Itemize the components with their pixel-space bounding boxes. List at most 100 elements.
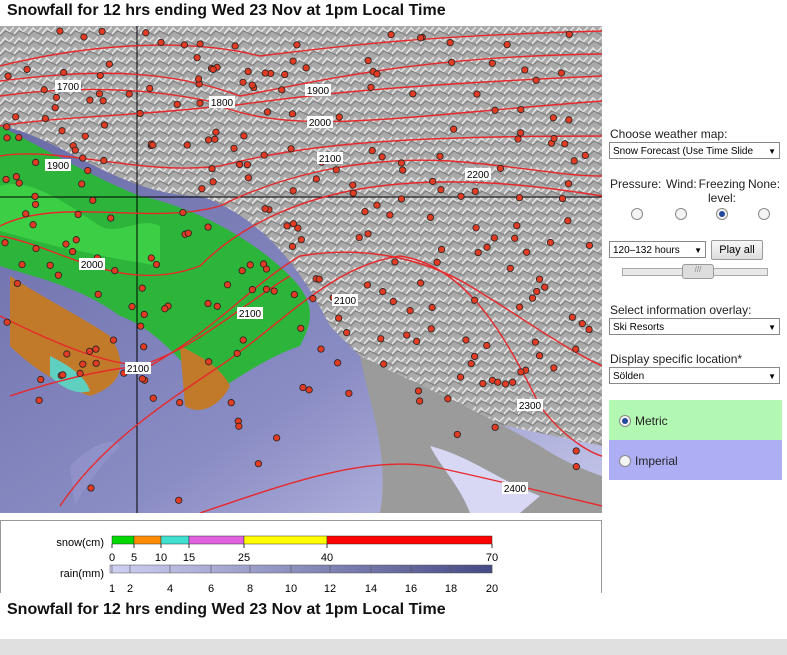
resort-dot	[72, 236, 80, 244]
resort-dot	[437, 245, 446, 254]
weather-map-select[interactable]: Snow Forecast (Use Time Slide	[609, 142, 780, 159]
resort-dot	[281, 70, 289, 79]
resort-dot	[146, 84, 154, 92]
resort-dot	[288, 110, 297, 118]
resort-dot	[211, 135, 219, 143]
rain-tick-label: 12	[324, 583, 336, 593]
slider-thumb[interactable]: ///	[682, 264, 714, 279]
resort-dot	[89, 196, 97, 204]
resort-dot	[550, 364, 558, 372]
resort-dot	[516, 303, 524, 311]
resort-dot	[387, 31, 395, 39]
resort-dot	[403, 331, 411, 339]
resort-dot	[2, 175, 10, 184]
resort-dot	[312, 175, 320, 183]
resort-dot	[561, 140, 569, 148]
resort-dot	[414, 387, 423, 395]
metric-option[interactable]: Metric	[609, 400, 782, 440]
radio-label: Pressure:	[610, 177, 662, 191]
resort-dot	[299, 383, 307, 392]
snow-tick-label: 70	[486, 552, 498, 564]
resort-dot	[379, 288, 387, 296]
resort-dot	[15, 133, 23, 142]
resort-dot	[205, 358, 213, 366]
resort-dot	[56, 27, 64, 35]
resort-dot	[572, 447, 580, 455]
resort-dot	[349, 189, 357, 197]
resort-dot	[514, 135, 522, 143]
contour-label: 2200	[467, 170, 490, 181]
resort-dot	[22, 210, 30, 218]
resort-dot	[448, 58, 456, 66]
radio-freezing-level[interactable]	[716, 208, 728, 220]
resort-dot	[254, 460, 263, 468]
resort-dot	[535, 275, 544, 283]
resort-dot	[138, 375, 146, 383]
resort-dot	[521, 66, 529, 74]
location-select[interactable]: Sölden	[609, 367, 780, 384]
resort-dot	[367, 83, 375, 91]
contour-label: 2100	[239, 309, 262, 320]
resort-dot	[572, 463, 580, 471]
resort-dot	[69, 247, 77, 256]
play-all-button[interactable]: Play all	[711, 240, 763, 260]
resort-dot	[363, 281, 372, 289]
resort-dot	[231, 42, 239, 50]
resort-dot	[107, 214, 115, 222]
page-title: Snowfall for 12 hrs ending Wed 23 Nov at…	[7, 2, 446, 19]
resort-dot	[335, 314, 343, 322]
metric-radio[interactable]	[619, 415, 631, 427]
resort-dot	[80, 33, 88, 41]
resort-dot	[244, 67, 252, 76]
resort-dot	[535, 352, 544, 360]
resort-dot	[297, 236, 305, 244]
contour-label: 2100	[319, 154, 342, 165]
resort-dot	[142, 29, 150, 37]
imperial-option[interactable]: Imperial	[609, 440, 782, 480]
resort-dot	[488, 59, 496, 67]
contour-label: 1700	[57, 82, 80, 93]
imperial-radio[interactable]	[619, 455, 631, 467]
resort-dot	[506, 264, 514, 272]
resort-dot	[46, 261, 54, 269]
resort-dot	[302, 64, 310, 72]
resort-dot	[289, 57, 297, 65]
contour-label-bg	[502, 482, 528, 494]
resort-dot	[3, 123, 11, 131]
resort-dot	[515, 194, 524, 202]
resort-dot	[332, 166, 340, 174]
resort-dot	[32, 158, 40, 166]
resort-dot	[96, 71, 104, 80]
resort-dot	[3, 318, 11, 326]
resort-dot	[227, 399, 235, 407]
resort-dot	[564, 180, 573, 188]
resort-dot	[491, 423, 499, 431]
resort-dot	[86, 96, 94, 104]
resort-dot	[289, 220, 297, 228]
metric-label: Metric	[635, 414, 668, 428]
resort-dot	[283, 222, 291, 230]
resort-dot	[85, 347, 94, 355]
location-label: Display specific location*	[610, 352, 743, 366]
resort-dot	[23, 65, 31, 74]
resort-dot	[100, 121, 109, 129]
hours-select[interactable]: 120–132 hours	[609, 241, 706, 258]
overlay-select[interactable]: Ski Resorts	[609, 318, 780, 335]
resort-dot	[243, 161, 251, 169]
resort-dot	[204, 299, 212, 308]
radio-pressure[interactable]	[631, 208, 643, 220]
resort-dot	[585, 325, 593, 334]
resort-dot	[361, 207, 369, 216]
resort-dot	[180, 41, 188, 49]
contour-label: 2000	[81, 260, 104, 271]
contour-label: 1900	[307, 86, 330, 97]
resort-dot	[4, 72, 12, 80]
resort-dot	[417, 279, 425, 287]
resort-dot	[406, 307, 414, 315]
radio-none[interactable]	[758, 208, 770, 220]
snow-swatch	[326, 535, 493, 545]
radio-wind[interactable]	[675, 208, 687, 220]
resort-dot	[78, 180, 86, 188]
resort-dot	[335, 113, 343, 121]
